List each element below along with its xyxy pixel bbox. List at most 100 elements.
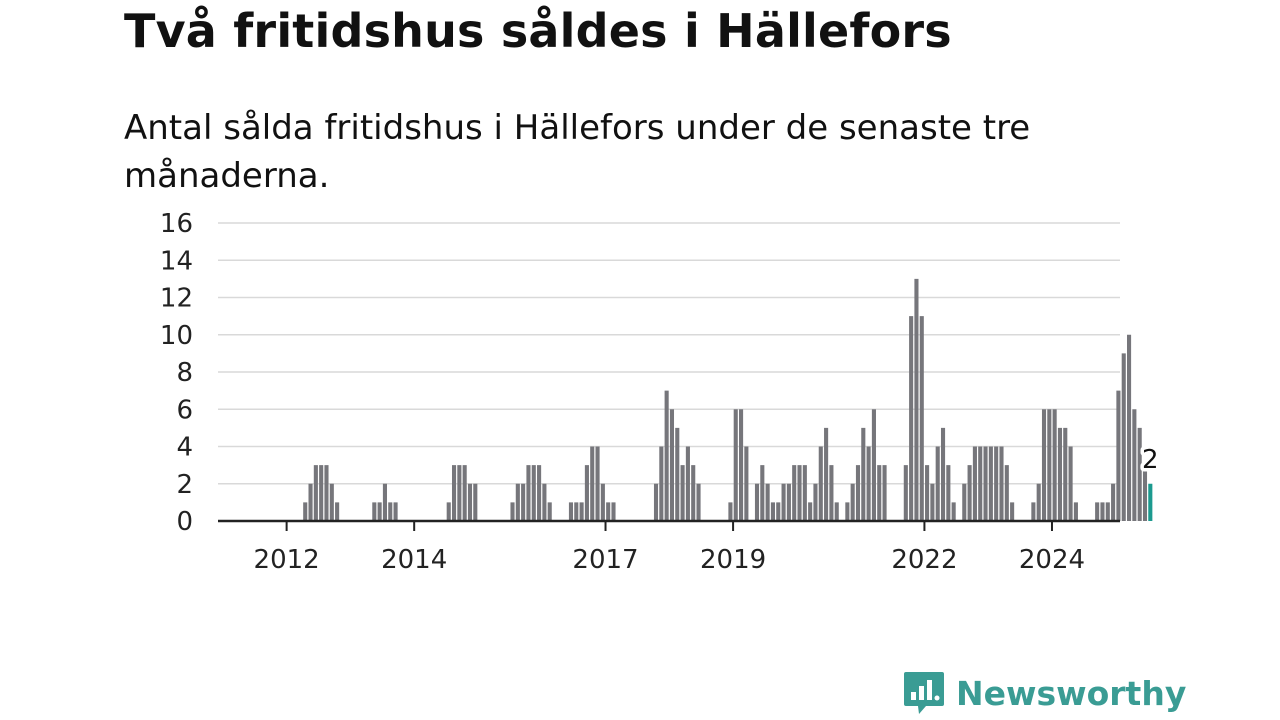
y-tick-label: 14 [160, 246, 193, 276]
bar-2019-09 [776, 502, 781, 521]
bar-2022-04 [940, 427, 946, 521]
bar-2025-04 [1132, 409, 1137, 521]
bar-2025-05 [1137, 427, 1142, 521]
bar-2012-08 [324, 465, 329, 521]
y-tick-label: 16 [160, 209, 193, 239]
bar-2021-03 [871, 409, 876, 521]
bar-2023-04 [1004, 465, 1009, 521]
bar-2016-10 [590, 446, 595, 521]
bar-2021-11 [914, 278, 919, 521]
bar-2014-07 [446, 502, 451, 521]
bar-2020-04 [813, 483, 818, 521]
brand-name: Newsworthy [956, 673, 1187, 713]
bar-2014-09 [457, 465, 462, 521]
bar-2022-10 [972, 446, 977, 521]
y-tick-label: 12 [160, 284, 193, 314]
x-tick-label: 2022 [891, 545, 957, 575]
y-tick-label: 2 [176, 470, 193, 500]
bar-2019-05 [754, 483, 760, 521]
bar-2025-01 [1116, 390, 1121, 521]
bar-2016-09 [584, 465, 589, 521]
bar-2022-05 [946, 465, 951, 521]
bar-2019-02 [739, 409, 744, 521]
bar-2025-06 [1142, 465, 1148, 521]
bar-2017-02 [611, 502, 616, 521]
bar-2015-07 [510, 502, 515, 521]
x-tick-label: 2017 [572, 545, 638, 575]
bar-2021-12 [919, 316, 924, 521]
bar-2021-04 [877, 465, 882, 521]
annotation-halo: 2 [1142, 445, 1159, 475]
bar-2024-09 [1095, 502, 1100, 521]
bar-2020-08 [834, 502, 839, 521]
bar-2015-12 [537, 465, 542, 521]
bar-2014-10 [462, 465, 467, 521]
bar-2013-07 [382, 483, 387, 521]
bar-2022-09 [967, 465, 972, 521]
bar-2013-08 [388, 502, 393, 521]
bar-chart: 0 2 4 6 8 10 12 14 16 2012 2014 2017 2019 2022 2024 2… [159, 209, 1163, 575]
grid-lines [218, 222, 1120, 485]
bar-2020-11 [850, 483, 855, 521]
bar-2019-07 [765, 483, 770, 521]
y-tick-label: 8 [176, 358, 193, 388]
bar-2012-05 [308, 483, 313, 521]
bar-2019-11 [786, 483, 791, 521]
bar-2013-09 [393, 502, 398, 521]
bar-2016-08 [579, 502, 584, 521]
bar-2013-05 [372, 502, 377, 521]
bar-2015-08 [515, 483, 520, 521]
bar-2017-10 [653, 483, 659, 521]
bar-2020-06 [824, 427, 829, 521]
y-tick-label: 10 [160, 321, 193, 351]
bar-2024-04 [1068, 446, 1073, 521]
x-axis: 2012 2014 2017 2019 2022 2024 [218, 519, 1120, 575]
bar-2025-02 [1121, 353, 1126, 521]
bar-2025-07 [1148, 483, 1153, 521]
bar-2020-12 [855, 465, 861, 521]
annotation-label: 2 [1142, 445, 1159, 475]
bar-2022-06 [951, 502, 956, 521]
bar-2021-02 [866, 446, 871, 521]
bar-2016-02 [547, 502, 552, 521]
bar-2019-12 [792, 465, 797, 521]
bar-2019-06 [760, 465, 765, 521]
bar-2018-06 [696, 483, 701, 521]
bar-2021-01 [861, 427, 866, 521]
bar-2024-03 [1063, 427, 1068, 521]
x-tick-label: 2012 [254, 545, 320, 575]
bar-2014-11 [467, 483, 473, 521]
bar-2019-08 [770, 502, 775, 521]
bar-2012-06 [313, 465, 318, 521]
bar-2015-09 [521, 483, 526, 521]
bar-2014-08 [451, 465, 457, 521]
y-tick-label: 0 [176, 507, 193, 537]
bar-2024-01 [1052, 409, 1057, 521]
bar-2022-02 [930, 483, 935, 521]
bar-2022-12 [983, 446, 988, 521]
bar-2016-12 [600, 483, 605, 521]
bar-2012-10 [335, 502, 340, 521]
bar-2024-10 [1100, 502, 1105, 521]
bar-2023-11 [1041, 409, 1047, 521]
bar-2015-11 [531, 465, 536, 521]
bar-2020-03 [808, 502, 813, 521]
y-tick-label: 6 [176, 395, 193, 425]
bar-2019-03 [744, 446, 749, 521]
bar-2023-09 [1031, 502, 1036, 521]
x-tick-label: 2014 [381, 545, 447, 575]
bar-2012-04 [303, 502, 308, 521]
x-tick-label: 2024 [1019, 545, 1085, 575]
bar-2018-03 [680, 465, 685, 521]
bar-2012-07 [319, 465, 324, 521]
bar-2016-11 [595, 446, 600, 521]
bar-2017-12 [664, 390, 669, 521]
annotation: 22 [1139, 441, 1163, 478]
bar-2024-12 [1111, 483, 1116, 521]
bar-2012-09 [329, 483, 334, 521]
bar-2023-05 [1010, 502, 1015, 521]
bar-2023-03 [999, 446, 1004, 521]
bar-2019-10 [781, 483, 786, 521]
bar-2018-05 [691, 465, 696, 521]
bar-2020-07 [829, 465, 834, 521]
